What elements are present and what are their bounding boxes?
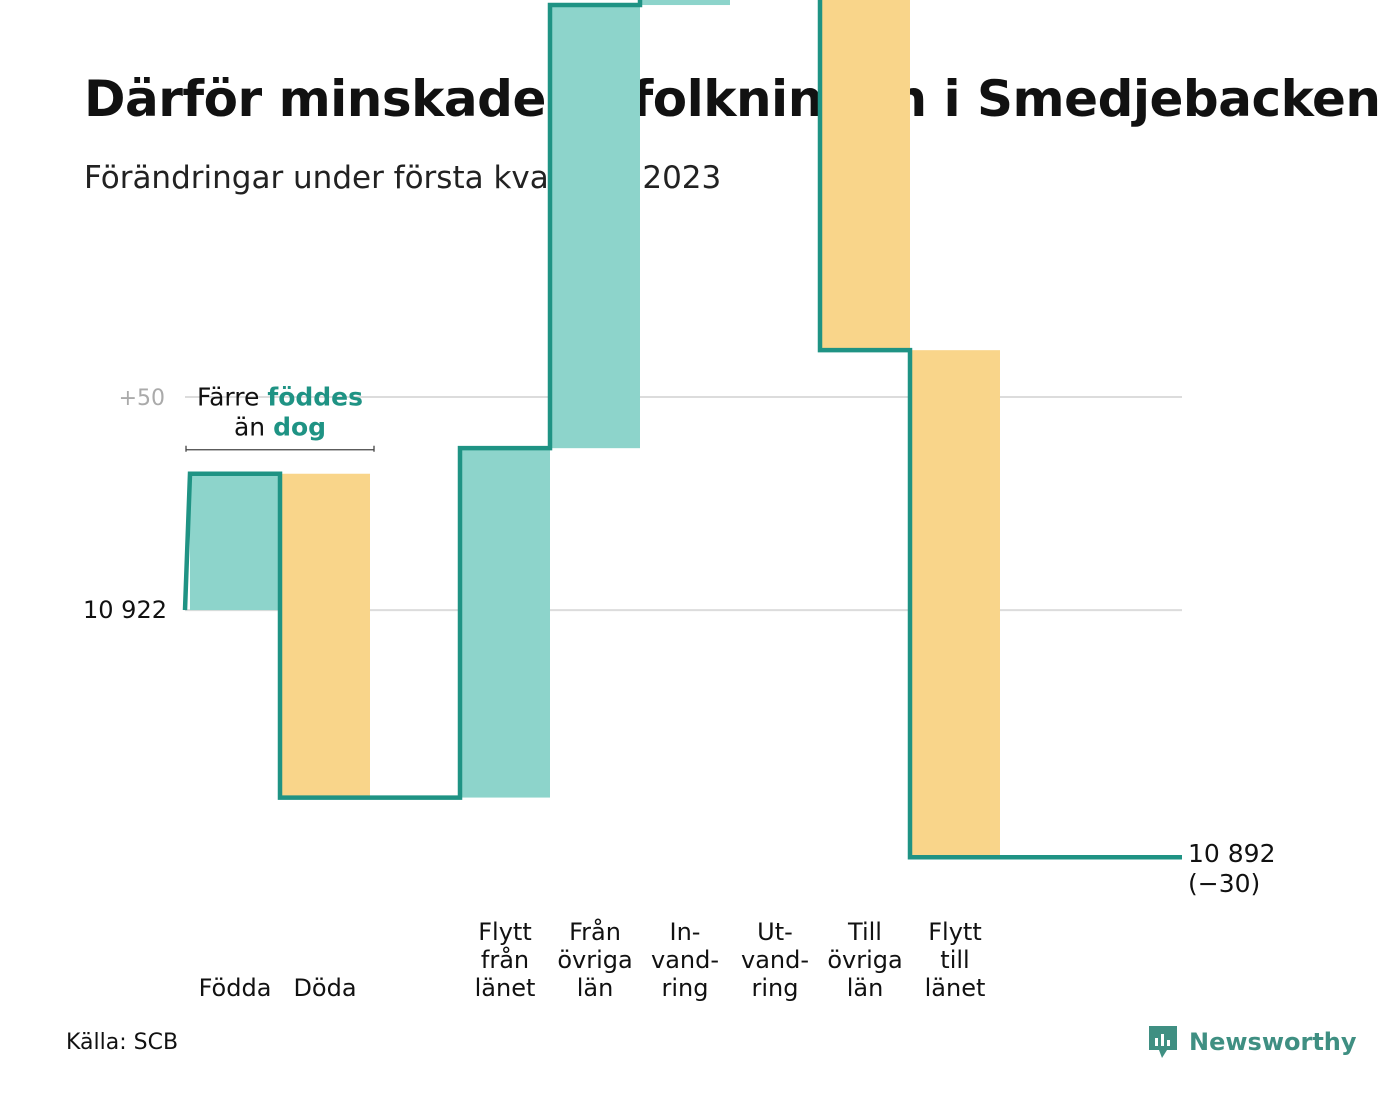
x-tick-label: län: [577, 974, 614, 1002]
end-change-label: (−30): [1188, 869, 1260, 898]
x-tick-label: län: [847, 974, 884, 1002]
x-tick-label: ring: [752, 974, 799, 1002]
x-tick-label: länet: [475, 974, 536, 1002]
x-tick-label: Till: [847, 918, 882, 946]
gridline-label-plus50: +50: [119, 386, 165, 411]
source-note: Källa: SCB: [66, 1030, 179, 1055]
x-tick-label: In-: [670, 918, 701, 946]
waterfall-bar: [640, 0, 730, 6]
annotation-text: än dog: [234, 413, 326, 442]
x-tick-label: vand-: [651, 946, 719, 974]
x-tick-label: vand-: [741, 946, 809, 974]
chart-title: Därför minskade befolkningen i Smedjebac…: [84, 70, 1381, 128]
x-tick-label: övriga: [557, 946, 632, 974]
brand-logo: Newsworthy: [1147, 1024, 1357, 1060]
waterfall-bar: [910, 350, 1000, 858]
waterfall-bar: [190, 473, 280, 611]
newsworthy-logo-icon: [1149, 1026, 1177, 1058]
annotation-part: Färre: [197, 383, 267, 412]
annotation-part: dog: [273, 413, 326, 442]
x-tick-label: Födda: [199, 974, 272, 1002]
x-tick-label: Från: [569, 917, 621, 946]
x-tick-label: länet: [925, 974, 986, 1002]
waterfall-bar: [460, 448, 550, 798]
running-total-line: [182, 0, 1182, 860]
annotation-part: än: [234, 413, 273, 442]
start-value-label: 10 922: [83, 596, 167, 624]
x-tick-label: Flytt: [928, 918, 982, 946]
waterfall-bar: [820, 0, 910, 351]
x-tick-label: från: [481, 945, 529, 974]
x-tick-label: Ut-: [757, 918, 793, 946]
x-tick-label: Flytt: [478, 918, 532, 946]
annotation-part: föddes: [267, 383, 363, 412]
end-value-label: 10 892: [1188, 839, 1275, 868]
waterfall-bar: [280, 473, 370, 798]
x-tick-label: Döda: [293, 974, 356, 1002]
brand-name: Newsworthy: [1189, 1028, 1357, 1056]
x-tick-label: övriga: [827, 946, 902, 974]
x-tick-label: ring: [662, 974, 709, 1002]
x-tick-label: till: [940, 946, 969, 974]
annotation-text: Färre föddes: [197, 383, 363, 412]
waterfall-bar: [550, 5, 640, 449]
